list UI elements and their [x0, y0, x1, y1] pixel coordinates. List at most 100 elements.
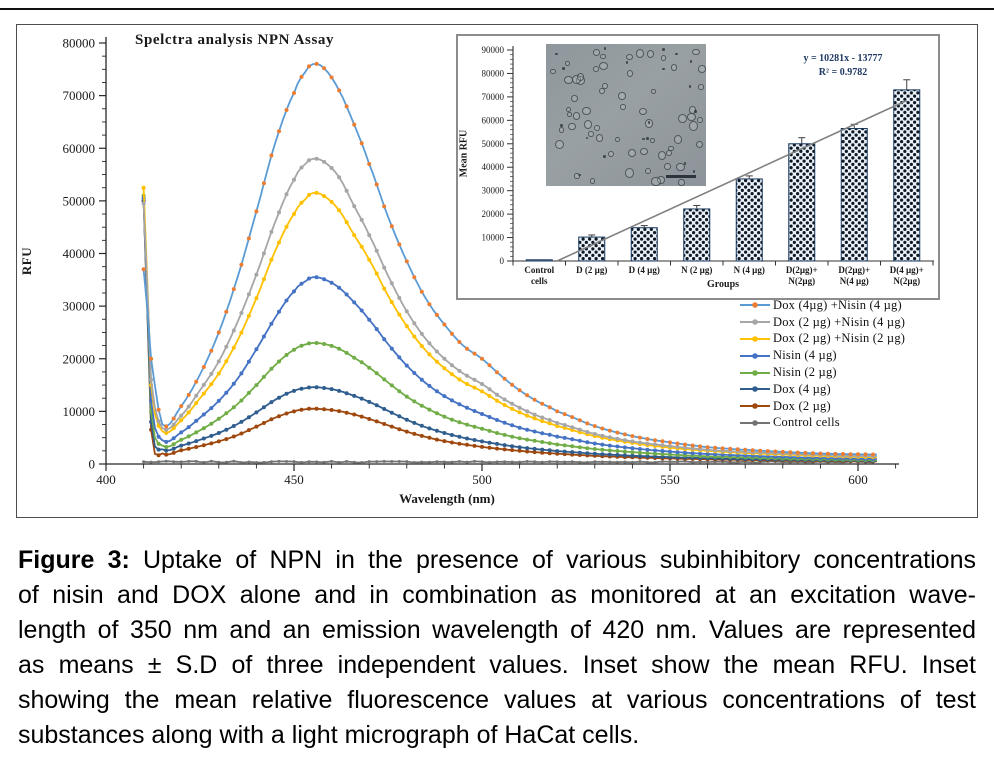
bar-2 — [630, 227, 658, 262]
cell — [594, 125, 601, 132]
cell-nucleus — [562, 67, 565, 70]
cell — [626, 70, 633, 77]
legend-marker-icon — [740, 420, 770, 426]
cell — [599, 61, 609, 70]
equation-line: y = 10281x - 13777 — [803, 53, 883, 64]
cell — [675, 162, 685, 172]
cell — [650, 88, 657, 95]
inset-category-label-6: D(2µg)+ N(4 µg) — [838, 265, 871, 286]
cell — [550, 69, 556, 75]
y-tick-label: 50000 — [63, 193, 96, 208]
bar-4 — [735, 178, 763, 262]
cell — [582, 107, 591, 116]
cell — [572, 112, 581, 121]
legend-item-4: Nisin (2 µg) — [739, 364, 905, 381]
cell-nucleus — [560, 124, 563, 127]
inset-y-tick-label: 0 — [500, 256, 505, 266]
inset-category-label-2: D (4 µg) — [628, 265, 660, 275]
legend-label: Control cells — [773, 415, 840, 430]
cell — [568, 122, 576, 131]
inset-y-tick-label: 60000 — [482, 115, 505, 125]
inset-category-label-4: N (4 µg) — [733, 265, 765, 275]
legend-label: Dox (2 µg) +Nisin (2 µg) — [773, 331, 906, 346]
inset-category-label-1: D (2 µg) — [576, 265, 608, 275]
caption-line-5: showing the mean relative fluorescence v… — [18, 686, 976, 714]
series-markers-2 — [141, 185, 875, 460]
legend-item-6: Dox (2 µg) — [739, 398, 905, 415]
inset-category-label-3: N (2 µg) — [681, 265, 713, 275]
r-squared: R² = 0.9782 — [818, 67, 868, 78]
caption-line-1: Figure 3: Uptake of NPN in the presence … — [18, 546, 976, 574]
cell — [592, 48, 601, 56]
cell — [589, 178, 596, 185]
chart-legend: Dox (4µg) +Nisin (4 µg) Dox (2 µg) +Nisin… — [739, 297, 905, 431]
cell — [678, 113, 687, 123]
bar-7 — [893, 89, 921, 262]
cell-nucleus — [688, 85, 692, 88]
top-divider — [0, 8, 994, 10]
inset-y-tick-label: 70000 — [482, 92, 505, 102]
legend-marker-icon — [740, 302, 770, 309]
y-tick-label: 70000 — [63, 88, 96, 103]
cell-nucleus — [646, 137, 649, 140]
cell — [618, 91, 626, 101]
y-tick-label: 60000 — [63, 141, 96, 156]
y-axis-label: RFU — [19, 246, 35, 276]
cell — [673, 135, 683, 144]
legend-marker-icon — [740, 369, 770, 376]
cell — [670, 63, 678, 71]
inset-y-tick-label: 40000 — [482, 162, 505, 172]
cell — [697, 83, 705, 90]
cell-nucleus — [692, 170, 696, 173]
trendline-equation: y = 10281x - 13777 R² = 0.9782 — [758, 52, 928, 80]
cell — [645, 168, 652, 175]
cell — [620, 104, 626, 110]
cell — [593, 65, 600, 72]
cell — [660, 54, 666, 61]
legend-label: Dox (2 µg) +Nisin (4 µg) — [773, 314, 906, 329]
legend-marker-icon — [740, 319, 770, 325]
caption-line-2: of nisin and DOX alone and in combinatio… — [18, 581, 976, 609]
legend-marker-icon — [740, 336, 770, 342]
cell-nucleus — [683, 162, 687, 165]
micrograph-image — [546, 44, 706, 186]
legend-marker-icon — [740, 403, 770, 409]
caption-line-6: substances along with a light micrograph… — [18, 721, 640, 749]
legend-label: Nisin (4 µg) — [773, 348, 837, 363]
legend-item-3: Nisin (4 µg) — [739, 347, 905, 364]
inset-y-tick-label: 20000 — [482, 209, 505, 219]
legend-marker-icon — [740, 352, 770, 359]
legend-item-5: Dox (4 µg) — [739, 381, 905, 398]
cell — [639, 107, 648, 115]
cell — [614, 136, 620, 143]
inset-category-label-7: D(4 µg)+ N(2µg) — [889, 265, 924, 286]
inset-category-label-5: D(2µg)+ N(2µg) — [785, 265, 818, 286]
y-tick-label: 20000 — [63, 351, 96, 366]
cell-nucleus — [662, 48, 665, 51]
inset-panel: 0 10000 20000 30000 40000 50000 60000 70000 8000… — [456, 34, 940, 300]
cell-nucleus — [555, 52, 558, 56]
cell-nucleus — [694, 110, 697, 113]
legend-marker-icon — [740, 386, 770, 393]
cell — [626, 53, 634, 60]
cell — [664, 163, 672, 170]
cell — [595, 133, 604, 142]
cell — [600, 53, 606, 59]
cell-nucleus — [689, 60, 693, 63]
legend-item-7: Control cells — [739, 415, 905, 432]
inset-y-tick-label: 30000 — [482, 186, 505, 196]
legend-label: Dox (2 µg) — [773, 398, 831, 413]
cell — [602, 83, 608, 90]
cell — [624, 167, 634, 178]
cell-nucleus — [585, 136, 589, 140]
y-tick-label: 30000 — [63, 299, 96, 314]
inset-bar-chart: 0 10000 20000 30000 40000 50000 60000 70000 8000… — [482, 45, 934, 266]
cell — [628, 149, 637, 158]
figure-3-panel: 0 10000 20000 30000 40000 50000 60000 70000 8000… — [16, 24, 978, 518]
bar-0 — [525, 259, 553, 262]
cell — [584, 119, 593, 129]
cell — [692, 48, 700, 56]
inset-y-axis-label: Mean RFU — [458, 129, 470, 178]
cell — [640, 148, 649, 156]
y-tick-label: 10000 — [63, 404, 96, 419]
